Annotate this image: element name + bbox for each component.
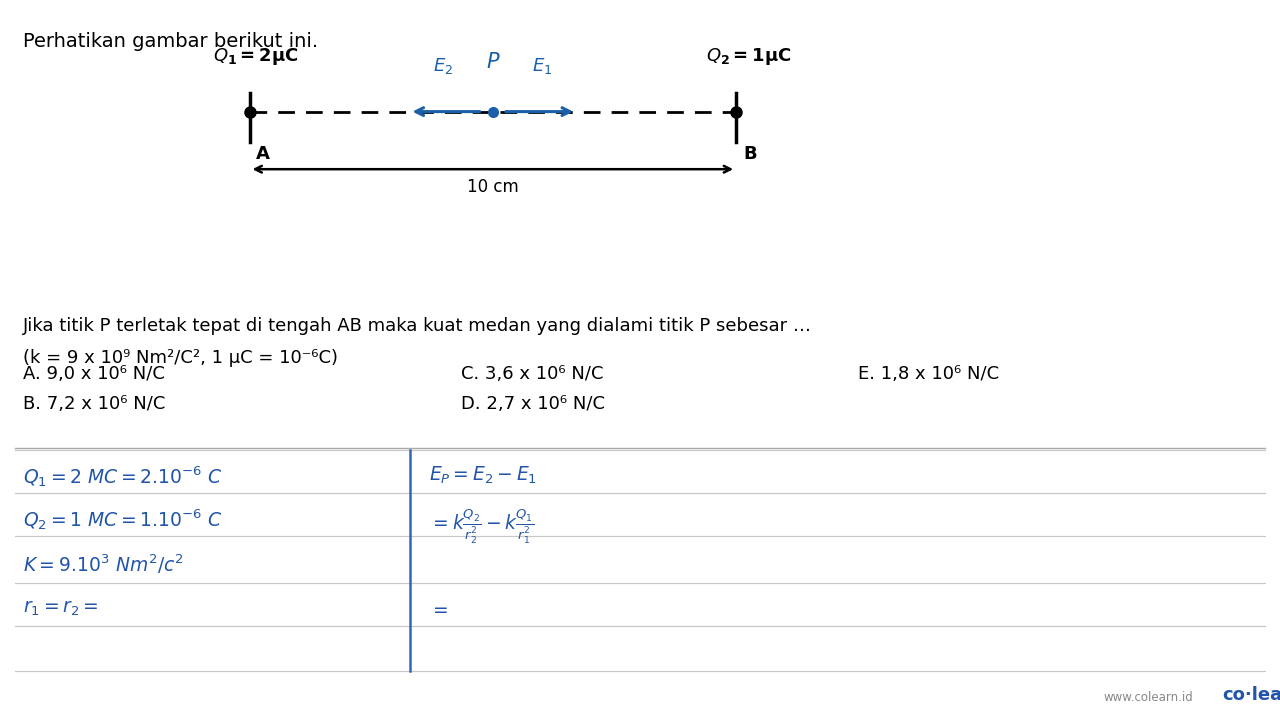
Text: Jika titik P terletak tepat di tengah AB maka kuat medan yang dialami titik P se: Jika titik P terletak tepat di tengah AB… [23,317,812,335]
Text: $= k\frac{Q_2}{r_2^2} - k\frac{Q_1}{r_1^2}$: $= k\frac{Q_2}{r_2^2} - k\frac{Q_1}{r_1^… [429,508,534,546]
Text: $\mathbf{\mathit{Q}_2 = 1\mu C}$: $\mathbf{\mathit{Q}_2 = 1\mu C}$ [707,46,791,67]
Text: D. 2,7 x 10⁶ N/C: D. 2,7 x 10⁶ N/C [461,395,604,413]
Text: C. 3,6 x 10⁶ N/C: C. 3,6 x 10⁶ N/C [461,365,603,383]
Text: $E_1$: $E_1$ [532,55,552,76]
Text: $Q_2 = 1\ MC = 1.10^{-6}\ C$: $Q_2 = 1\ MC = 1.10^{-6}\ C$ [23,508,223,532]
Text: B: B [744,145,758,163]
Text: $Q_1 = 2\ MC = 2.10^{-6}\ C$: $Q_1 = 2\ MC = 2.10^{-6}\ C$ [23,464,223,489]
Text: A. 9,0 x 10⁶ N/C: A. 9,0 x 10⁶ N/C [23,365,165,383]
Text: 10 cm: 10 cm [467,178,518,196]
Text: $E_P = E_2 - E_1$: $E_P = E_2 - E_1$ [429,464,536,486]
Text: $r_1 = r_2 =$: $r_1 = r_2 =$ [23,599,99,618]
Text: Perhatikan gambar berikut ini.: Perhatikan gambar berikut ini. [23,32,319,51]
Text: $=$: $=$ [429,599,448,618]
Text: $\mathbf{\mathit{Q}_1 = 2\mu C}$: $\mathbf{\mathit{Q}_1 = 2\mu C}$ [214,46,298,67]
Text: $P$: $P$ [485,52,500,72]
Text: $E_2$: $E_2$ [434,55,453,76]
Text: B. 7,2 x 10⁶ N/C: B. 7,2 x 10⁶ N/C [23,395,165,413]
Text: $K = 9.10^3\ Nm^2/c^2$: $K = 9.10^3\ Nm^2/c^2$ [23,552,184,576]
Text: (k = 9 x 10⁹ Nm²/C², 1 μC = 10⁻⁶C): (k = 9 x 10⁹ Nm²/C², 1 μC = 10⁻⁶C) [23,349,338,367]
Text: A: A [256,145,270,163]
Text: E. 1,8 x 10⁶ N/C: E. 1,8 x 10⁶ N/C [858,365,998,383]
Text: co·learn: co·learn [1222,686,1280,704]
Text: www.colearn.id: www.colearn.id [1103,691,1193,704]
